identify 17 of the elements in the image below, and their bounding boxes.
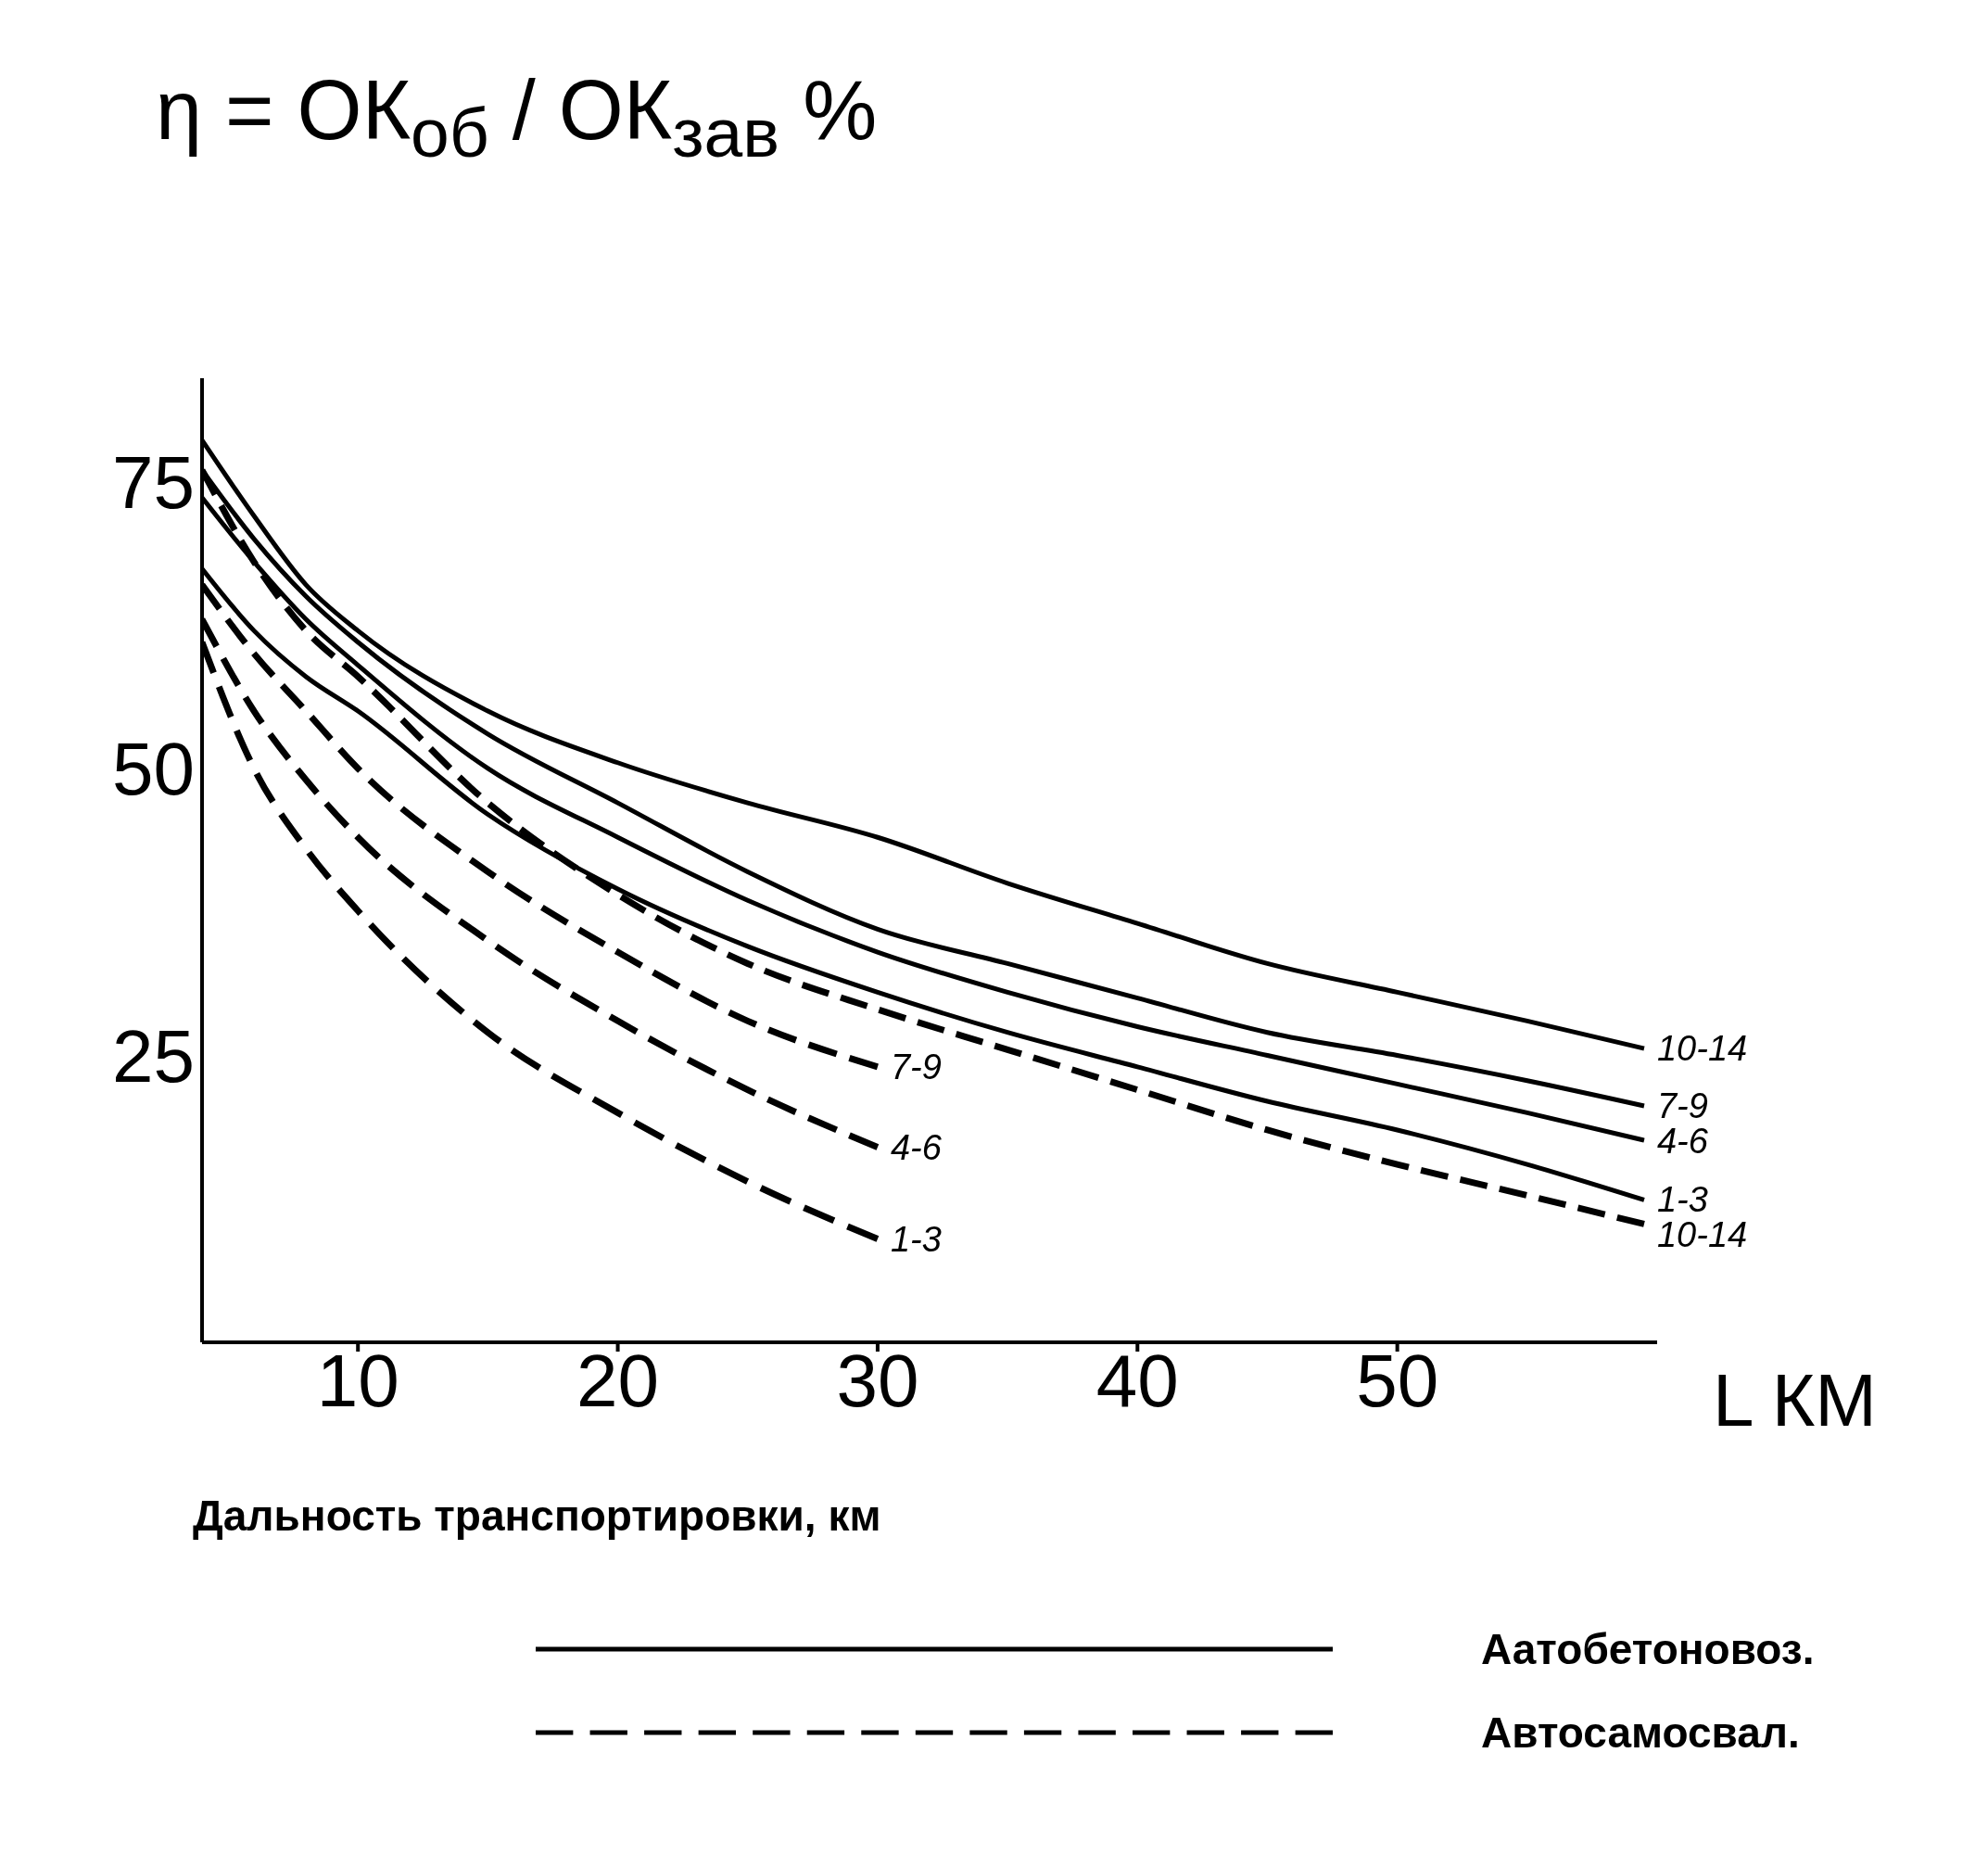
x-tick-label: 10 [316,1339,399,1422]
x-tick-label: 40 [1095,1339,1179,1422]
x-tick-label: 50 [1356,1339,1439,1422]
series-label: 4-6 [890,1127,943,1167]
text: Аатобетоновоз. [1481,1624,1815,1674]
y-tick-label: 25 [112,1014,195,1098]
series-label: 1-3 [890,1219,942,1259]
series-label: 7-9 [890,1047,942,1086]
x-axis-title: L КМ [1713,1359,1877,1442]
y-tick-label: 50 [112,728,195,811]
y-tick-label: 75 [112,440,195,524]
series-label: 10-14 [1656,1029,1748,1069]
text: Автосамосвал. [1481,1708,1800,1758]
x-tick-label: 20 [576,1339,660,1422]
text: Дальность транспортировки, км [192,1491,882,1541]
y-axis-title: η = ОК$_{об}$ / ОК$_{зав}$ % [156,64,878,171]
x-tick-label: 30 [836,1339,919,1422]
